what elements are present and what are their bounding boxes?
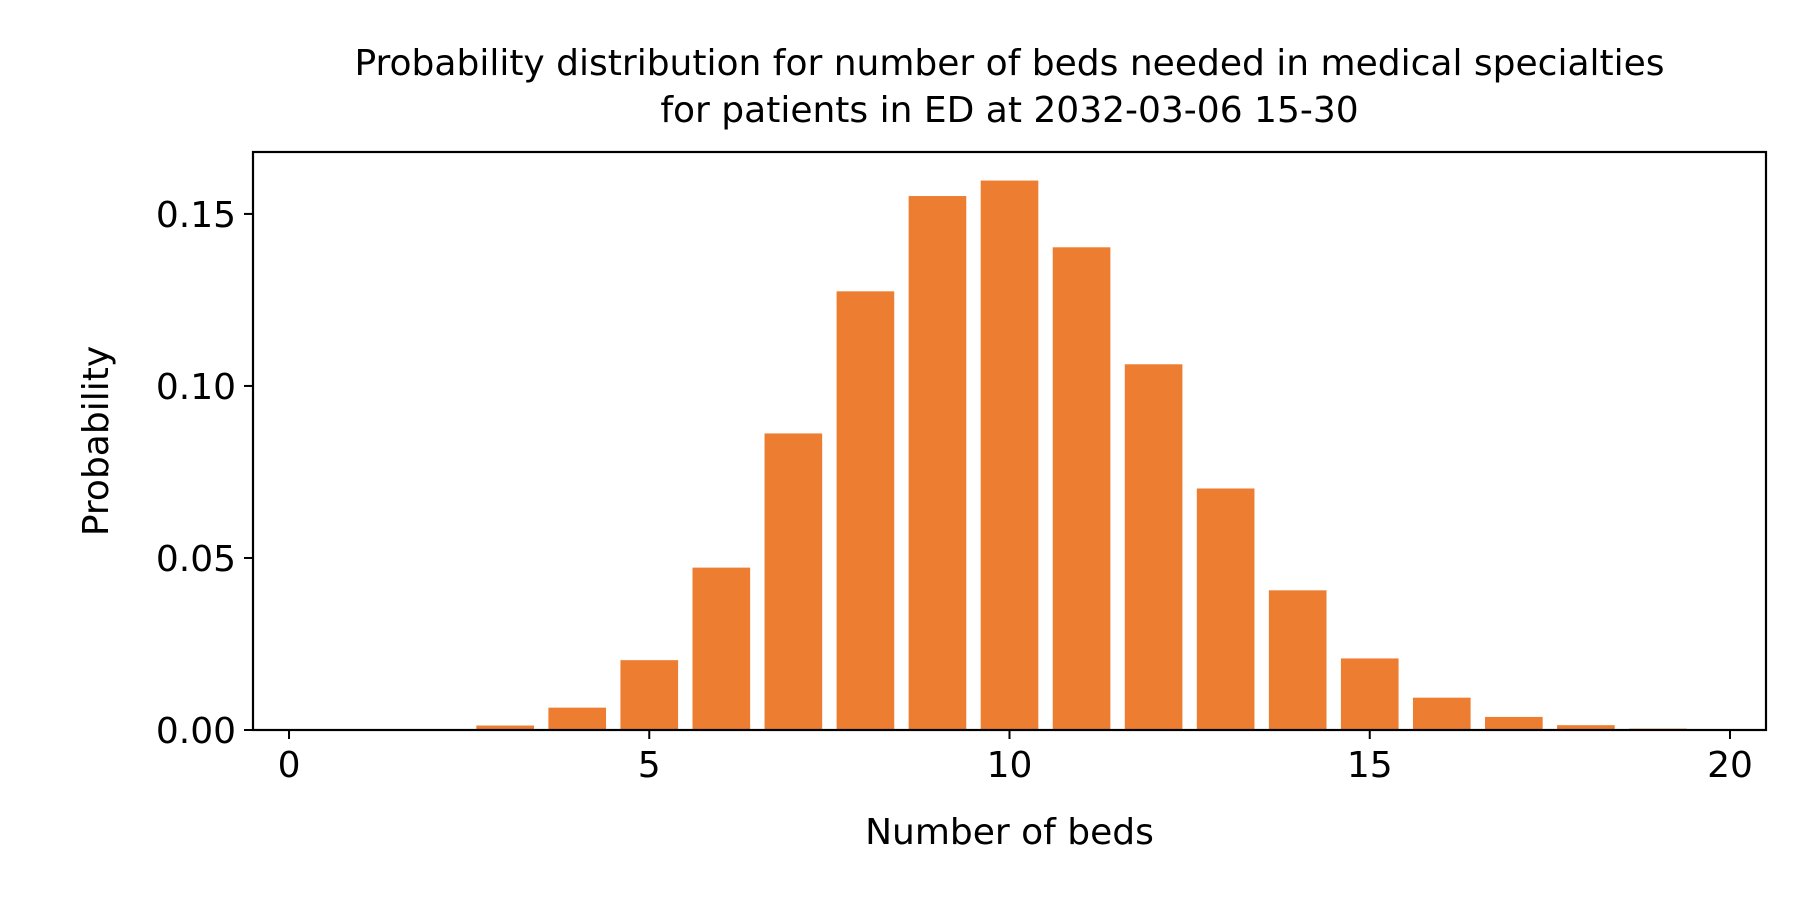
bar-11 xyxy=(1052,247,1111,730)
bar-9 xyxy=(908,196,967,731)
bar-12 xyxy=(1124,364,1183,730)
chart-title-line-2: for patients in ED at 2032-03-06 15-30 xyxy=(660,90,1359,131)
bar-7 xyxy=(764,433,823,730)
y-tick-label: 0.05 xyxy=(156,539,236,580)
bar-4 xyxy=(548,707,607,730)
y-axis-ticks: 0.00 0.05 0.10 0.15 xyxy=(156,195,253,752)
y-tick-label: 0.00 xyxy=(156,711,236,752)
bar-14 xyxy=(1268,590,1327,730)
x-axis-label: Number of beds xyxy=(865,812,1154,853)
y-tick-label: 0.15 xyxy=(156,195,236,236)
bar-10 xyxy=(980,180,1039,730)
bar-6 xyxy=(692,567,751,730)
bars-group xyxy=(476,180,1759,731)
bar-13 xyxy=(1196,488,1255,730)
bar-3 xyxy=(476,725,534,730)
chart-title-line-1: Probability distribution for number of b… xyxy=(354,43,1665,84)
bar-17 xyxy=(1485,716,1543,730)
x-tick-label: 5 xyxy=(638,745,661,786)
x-axis-ticks: 0 5 10 15 20 xyxy=(278,730,1753,786)
bar-15 xyxy=(1340,658,1399,730)
bar-16 xyxy=(1412,697,1471,730)
y-tick-label: 0.10 xyxy=(156,367,236,408)
y-axis-label: Probability xyxy=(76,346,117,536)
bar-18 xyxy=(1557,725,1615,730)
x-tick-label: 20 xyxy=(1707,745,1753,786)
x-tick-label: 15 xyxy=(1347,745,1393,786)
chart-title: Probability distribution for number of b… xyxy=(253,40,1766,134)
x-tick-label: 0 xyxy=(278,745,301,786)
x-tick-label: 10 xyxy=(987,745,1033,786)
bar-8 xyxy=(836,291,895,730)
bar-5 xyxy=(620,660,679,730)
